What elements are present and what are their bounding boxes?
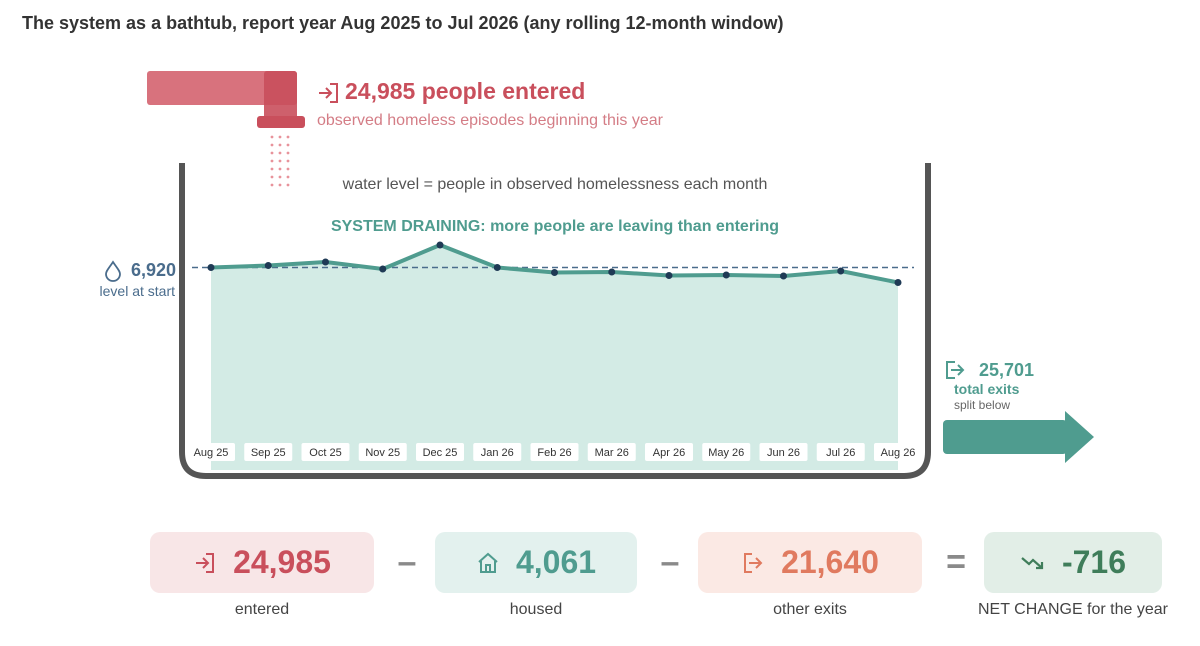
data-point	[436, 241, 444, 249]
water-drip	[278, 175, 282, 179]
water-drip	[278, 183, 282, 187]
svg-text:Oct 25: Oct 25	[309, 447, 341, 459]
water-drip	[270, 143, 274, 147]
svg-text:Sep 25: Sep 25	[251, 447, 286, 459]
water-level-points	[207, 241, 902, 286]
data-point	[837, 267, 845, 275]
water-drip	[286, 143, 290, 147]
tub-caption: water level = people in observed homeles…	[342, 176, 768, 193]
water-drip	[286, 183, 290, 187]
page-title: The system as a bathtub, report year Aug…	[22, 13, 784, 33]
x-tick-label: Apr 26	[645, 443, 693, 461]
exit-arrow-icon	[943, 411, 1094, 463]
x-tick-label: Oct 25	[301, 443, 350, 461]
water-drop-icon	[105, 260, 121, 282]
water-drip	[278, 167, 282, 171]
svg-text:Aug 25: Aug 25	[194, 447, 229, 459]
data-point	[379, 265, 387, 273]
water-drips	[270, 135, 290, 187]
svg-text:Feb 26: Feb 26	[537, 447, 571, 459]
svg-text:Aug 26: Aug 26	[881, 447, 916, 459]
x-tick-label: Nov 25	[358, 443, 407, 461]
svg-text:Dec 25: Dec 25	[423, 447, 458, 459]
water-drip	[278, 151, 282, 155]
data-point	[665, 272, 673, 279]
svg-text:Jan 26: Jan 26	[481, 447, 514, 459]
water-drip	[278, 159, 282, 163]
svg-text:Apr 26: Apr 26	[653, 447, 685, 459]
data-point	[551, 269, 558, 276]
data-point	[264, 262, 272, 269]
water-drip	[286, 151, 290, 155]
x-tick-label: Jul 26	[816, 443, 865, 461]
x-tick-label: Jan 26	[473, 443, 522, 461]
x-tick-label: Dec 25	[416, 443, 464, 461]
svg-text:Jul 26: Jul 26	[826, 447, 855, 459]
data-point	[493, 264, 501, 271]
start-level-value: 6,920	[131, 260, 176, 280]
x-tick-label: Feb 26	[530, 443, 579, 461]
water-drip	[270, 159, 274, 163]
water-drip	[286, 159, 290, 163]
x-tick-label: Aug 25	[187, 443, 235, 461]
data-point	[780, 272, 787, 280]
exits-callout-label: total exits	[954, 381, 1020, 397]
water-drip	[286, 175, 290, 179]
water-drip	[278, 143, 282, 147]
data-point	[608, 268, 616, 276]
bathtub-outline	[179, 163, 931, 479]
x-tick-label: Aug 26	[874, 443, 922, 461]
x-tick-label: Sep 25	[244, 443, 293, 461]
svg-text:Jun 26: Jun 26	[767, 447, 800, 459]
water-area	[211, 245, 898, 470]
water-drip	[270, 175, 274, 179]
water-drip	[270, 167, 274, 171]
x-tick-label: Jun 26	[759, 443, 808, 461]
faucet-icon	[147, 71, 305, 128]
exit-icon	[946, 361, 965, 379]
x-tick-label: Mar 26	[587, 443, 636, 461]
exits-callout-value: 25,701	[979, 360, 1034, 380]
data-point	[894, 279, 902, 286]
water-drip	[286, 167, 290, 171]
status-text: SYSTEM DRAINING: more people are leaving…	[331, 218, 779, 235]
water-drip	[270, 151, 274, 155]
water-drip	[270, 135, 274, 139]
x-tick-label: May 26	[702, 443, 751, 461]
data-point	[322, 258, 329, 266]
entered-callout-value: 24,985 people entered	[345, 78, 585, 104]
exits-callout-sublabel: split below	[954, 398, 1010, 412]
water-drip	[286, 135, 290, 139]
enter-icon	[319, 83, 338, 103]
svg-text:Nov 25: Nov 25	[365, 447, 400, 459]
entered-callout-subtitle: observed homeless episodes beginning thi…	[317, 112, 664, 129]
water-drip	[278, 135, 282, 139]
data-point	[207, 264, 215, 271]
water-drip	[270, 183, 274, 187]
start-level-label: level at start	[100, 283, 176, 299]
svg-text:Mar 26: Mar 26	[595, 447, 629, 459]
data-point	[722, 271, 730, 279]
x-axis-tick-labels: Aug 25 Sep 25 Oct 25 Nov 25 Dec 25 Jan 26 Feb …	[187, 443, 922, 461]
svg-text:May 26: May 26	[708, 447, 744, 459]
